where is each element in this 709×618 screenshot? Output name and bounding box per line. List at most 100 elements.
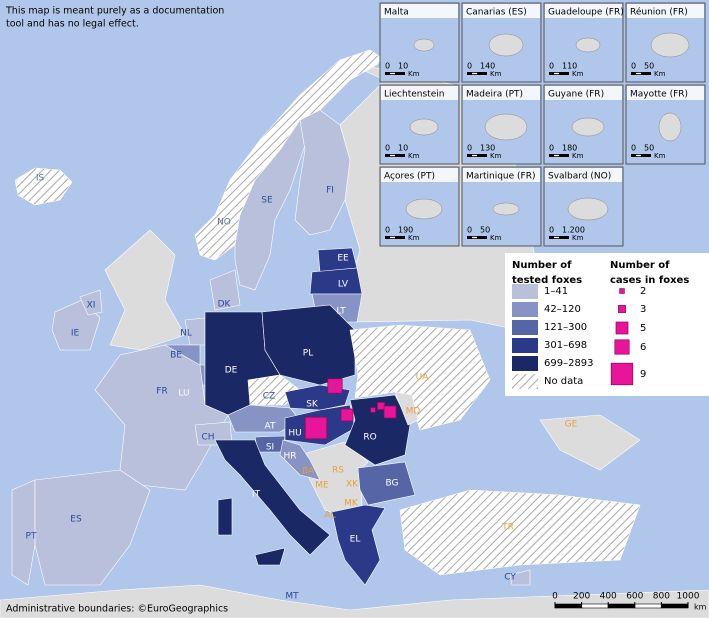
country [11,479,36,586]
country-labels: IS NO SE FI EE LV LT DK IE XI NL BE LU D… [26,174,578,602]
inset-title-bg [381,168,458,182]
inset-land [413,38,435,52]
inset-title: Réunion (FR) [630,7,688,18]
legend-case-marker [619,288,625,294]
scale-bar-label: 400 [600,592,617,602]
inset-land [571,117,605,137]
country-label: SK [306,400,319,410]
country-label: EL [350,535,361,545]
legend-case-marker [610,362,634,386]
legend-title: tested foxes [512,275,582,286]
inset-scale-label: 140 [480,62,495,71]
inset-scale-unit: Km [490,152,502,160]
inset-scale-label: 0 [631,144,636,153]
legend-label: 699–2893 [544,358,594,369]
inset-scale-unit: Km [572,234,584,242]
legend-swatch [512,302,538,317]
inset-scale-label: 0 [467,226,472,235]
scale-bar-segment [554,603,582,609]
legend-title: cases in foxes [610,275,689,286]
legend-case-label: 6 [640,342,646,353]
inset-scale-bar [554,154,559,157]
disclaimer: tool and has no legal effect. [6,19,139,30]
country-label: EE [337,254,349,264]
scale-bar-unit: km [694,603,707,612]
inset-scale-label: 0 [467,144,472,153]
country-label: HR [283,452,296,462]
inset-land [650,32,690,58]
inset-land [488,33,524,57]
case-marker [377,402,385,410]
country-label: LT [336,307,346,317]
case-marker [383,405,397,419]
inset-title-bg [545,4,622,18]
case-marker [370,407,376,413]
inset-title: Guadeloupe (FR) [548,8,624,18]
country-label: IT [252,490,261,500]
inset-scale-label: 0 [385,62,390,71]
inset-scale-bar [472,236,477,239]
legend-title: Number of [610,260,670,271]
inset-scale-label: 50 [644,144,654,153]
country-label: LV [338,280,349,290]
country-label: MK [344,499,359,509]
country [349,324,491,431]
country-label: BE [170,351,182,361]
country [94,344,229,491]
inset-scale-unit: Km [654,152,666,160]
country [209,269,241,311]
country-label: DE [225,366,238,376]
case-marker [327,378,343,394]
country [279,439,321,481]
inset-scale-label: 50 [644,62,654,71]
legend-case-marker [614,339,630,355]
country-label: XK [346,480,359,490]
inset-scale-bar [390,236,395,239]
country-label: NL [180,329,192,339]
inset-title-bg [381,86,458,100]
legend-title: Number of [512,260,572,271]
inset-scale-label: 0 [549,144,554,153]
legend-swatch [512,338,538,353]
countries [11,49,641,586]
country-label: XI [87,301,96,311]
country-label: SE [261,196,273,206]
country [509,569,531,586]
inset-scale-label: 1.200 [562,226,585,235]
country [357,461,416,506]
country [79,289,103,316]
country [194,49,386,261]
inset-scale-label: 110 [562,62,577,71]
country-label: TR [501,523,514,533]
inset-title: Açores (PT) [384,172,435,182]
inset-scale-label: 50 [480,226,490,235]
inset-land [405,198,443,220]
scale-bar-label: 800 [653,592,670,602]
country-label: RO [363,433,376,443]
country-label: FI [326,186,334,196]
inset-scale-label: 0 [385,144,390,153]
scale-bar-segment [634,603,662,609]
inset-scale-bar [472,72,477,75]
disclaimer: This map is meant purely as a documentat… [5,6,224,17]
inset-scale-label: 180 [562,144,577,153]
legend-box [505,253,709,396]
legend-label: 1–41 [544,286,568,297]
inset-scale-label: 0 [467,62,472,71]
inset-scale-unit: Km [490,234,502,242]
inset-title-bg [545,168,622,182]
inset-scale-label: 10 [398,62,408,71]
scale-bar-label: 600 [626,592,643,602]
country [309,267,363,295]
inset-scale-bar [554,72,559,75]
country-label: UA [416,373,430,383]
scale-bar-label: 1000 [677,592,700,602]
inset-scale-label: 0 [631,62,636,71]
legend-label: 42–120 [544,304,581,315]
inset-scale-label: 190 [398,226,413,235]
inset-title-bg [463,4,540,18]
inset-scale-label: 0 [385,226,390,235]
inset-scale-unit: Km [654,70,666,78]
country-label: GE [565,420,578,430]
attribution: Administrative boundaries: ©EuroGeograph… [6,604,228,615]
